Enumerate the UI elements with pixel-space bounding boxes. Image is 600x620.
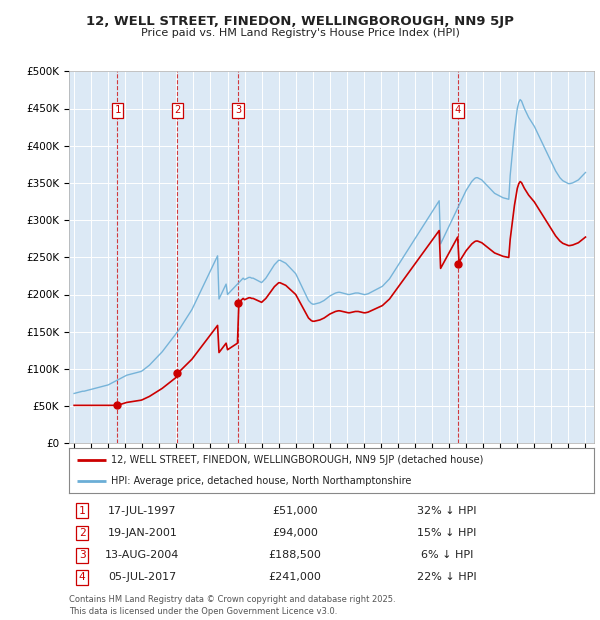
Text: 05-JUL-2017: 05-JUL-2017: [109, 572, 176, 582]
Text: HPI: Average price, detached house, North Northamptonshire: HPI: Average price, detached house, Nort…: [111, 476, 412, 486]
Text: 4: 4: [455, 105, 461, 115]
Text: 19-JAN-2001: 19-JAN-2001: [107, 528, 178, 538]
Text: 3: 3: [235, 105, 241, 115]
Text: 2: 2: [174, 105, 181, 115]
Text: 3: 3: [79, 550, 86, 560]
Text: £94,000: £94,000: [272, 528, 317, 538]
Text: 15% ↓ HPI: 15% ↓ HPI: [418, 528, 476, 538]
Text: 2: 2: [79, 528, 86, 538]
Text: Price paid vs. HM Land Registry's House Price Index (HPI): Price paid vs. HM Land Registry's House …: [140, 28, 460, 38]
Text: Contains HM Land Registry data © Crown copyright and database right 2025.
This d: Contains HM Land Registry data © Crown c…: [69, 595, 395, 616]
Text: 17-JUL-1997: 17-JUL-1997: [108, 506, 177, 516]
Text: £51,000: £51,000: [272, 506, 317, 516]
Text: 4: 4: [79, 572, 86, 582]
Text: 13-AUG-2004: 13-AUG-2004: [106, 550, 179, 560]
Text: £241,000: £241,000: [268, 572, 321, 582]
Text: 22% ↓ HPI: 22% ↓ HPI: [417, 572, 477, 582]
Text: 32% ↓ HPI: 32% ↓ HPI: [417, 506, 477, 516]
Text: 6% ↓ HPI: 6% ↓ HPI: [421, 550, 473, 560]
Text: 1: 1: [114, 105, 121, 115]
Text: £188,500: £188,500: [268, 550, 321, 560]
Text: 1: 1: [79, 506, 86, 516]
Text: 12, WELL STREET, FINEDON, WELLINGBOROUGH, NN9 5JP: 12, WELL STREET, FINEDON, WELLINGBOROUGH…: [86, 16, 514, 29]
Text: 12, WELL STREET, FINEDON, WELLINGBOROUGH, NN9 5JP (detached house): 12, WELL STREET, FINEDON, WELLINGBOROUGH…: [111, 455, 484, 466]
